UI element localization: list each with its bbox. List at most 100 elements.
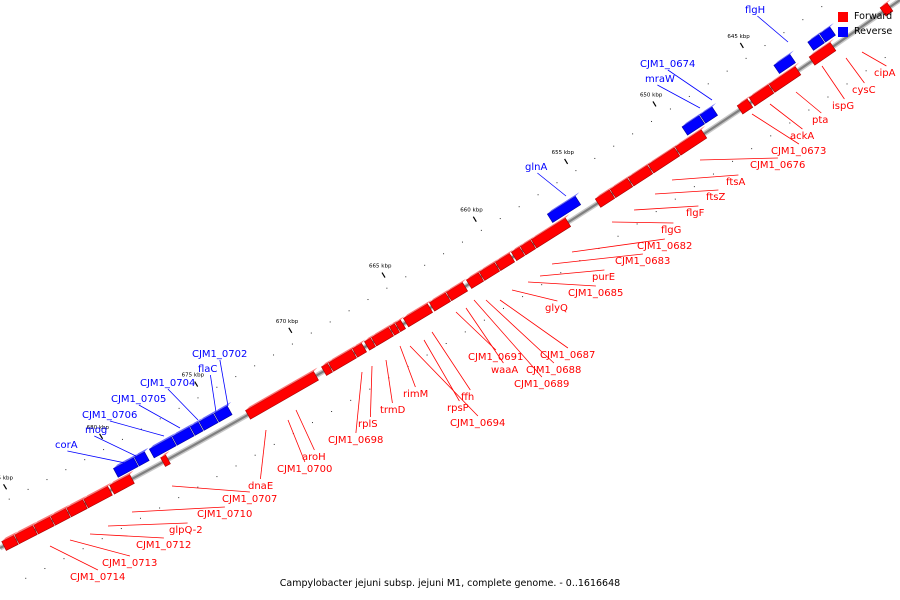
gene-leader-line bbox=[167, 388, 199, 421]
gene-block-top bbox=[50, 504, 70, 517]
gene-leader-line bbox=[551, 253, 643, 265]
gene-block-top bbox=[819, 22, 834, 34]
minor-tick bbox=[560, 272, 562, 274]
gene-leader-line bbox=[499, 299, 569, 349]
gene-block-top bbox=[648, 143, 679, 165]
minor-tick bbox=[350, 399, 352, 401]
minor-tick bbox=[216, 476, 218, 478]
minor-tick bbox=[235, 376, 237, 378]
gene-leader-line bbox=[69, 539, 131, 557]
kbp-major-tick bbox=[3, 484, 8, 490]
minor-tick bbox=[764, 45, 766, 47]
forward-gene-label: ackA bbox=[790, 131, 814, 142]
gene-leader-line bbox=[49, 545, 99, 571]
gene-leader-line bbox=[527, 281, 596, 287]
minor-tick bbox=[65, 469, 67, 471]
gene-block-top bbox=[403, 299, 432, 319]
minor-tick bbox=[216, 386, 218, 388]
minor-tick bbox=[8, 498, 10, 500]
forward-gene-label: CJM1_0685 bbox=[568, 288, 623, 299]
minor-tick bbox=[235, 465, 237, 467]
minor-tick bbox=[541, 284, 543, 286]
minor-tick bbox=[693, 186, 695, 188]
minor-tick bbox=[669, 108, 671, 110]
forward-gene-label: CJM1_0712 bbox=[136, 540, 191, 551]
minor-tick bbox=[502, 307, 504, 309]
minor-tick bbox=[331, 411, 333, 413]
minor-tick bbox=[254, 454, 256, 456]
gene-block-top bbox=[364, 334, 375, 342]
minor-tick bbox=[140, 428, 142, 430]
kbp-major-tick bbox=[381, 272, 386, 278]
gene-block-top bbox=[83, 482, 112, 500]
minor-tick bbox=[632, 133, 634, 135]
gene-block-top bbox=[807, 30, 823, 43]
forward-gene-label: CJM1_0683 bbox=[615, 256, 670, 267]
gene-block-top bbox=[773, 50, 794, 66]
minor-tick bbox=[712, 173, 714, 175]
gene-leader-line bbox=[657, 84, 701, 109]
legend-reverse: Reverse bbox=[838, 24, 892, 39]
minor-tick bbox=[674, 198, 676, 200]
gene-leader-line bbox=[751, 113, 800, 145]
minor-tick bbox=[821, 6, 823, 8]
gene-leader-line bbox=[654, 189, 719, 195]
reverse-gene-label: CJM1_0705 bbox=[111, 394, 166, 405]
minor-tick bbox=[197, 397, 199, 399]
minor-tick bbox=[291, 343, 293, 345]
kbp-label: 680 kbp bbox=[87, 425, 110, 431]
kbp-major-tick bbox=[652, 101, 657, 107]
gene-block-top bbox=[769, 62, 800, 85]
minor-tick bbox=[461, 241, 463, 243]
minor-tick bbox=[556, 182, 558, 184]
minor-tick bbox=[120, 528, 122, 530]
kbp-major-tick bbox=[739, 42, 744, 49]
reverse-gene-label: flaC bbox=[198, 364, 217, 375]
forward-gene-label: CJM1_0688 bbox=[526, 365, 581, 376]
gene-block-top bbox=[66, 495, 87, 509]
gene-block-top bbox=[134, 447, 149, 458]
kbp-major-tick bbox=[194, 381, 199, 387]
minor-tick bbox=[273, 443, 275, 445]
minor-tick bbox=[443, 253, 445, 255]
gene-block-top bbox=[160, 451, 170, 458]
minor-tick bbox=[178, 497, 180, 499]
gene-block-top bbox=[628, 161, 652, 178]
minor-tick bbox=[310, 332, 312, 334]
gene-block-top bbox=[199, 409, 218, 422]
gene-leader-line bbox=[485, 299, 555, 364]
forward-gene-label: trmD bbox=[380, 405, 406, 416]
minor-tick bbox=[827, 96, 829, 98]
minor-tick bbox=[575, 170, 577, 172]
forward-gene-label: ffh bbox=[461, 392, 474, 403]
gene-block-top bbox=[547, 192, 580, 215]
forward-gene-label: rimM bbox=[403, 389, 428, 400]
gene-leader-line bbox=[431, 331, 471, 391]
gene-block-top bbox=[371, 323, 393, 338]
gene-leader-line bbox=[409, 345, 479, 417]
minor-tick bbox=[405, 276, 407, 278]
minor-tick bbox=[651, 120, 653, 122]
minor-tick bbox=[159, 507, 161, 509]
gene-leader-line bbox=[89, 533, 164, 539]
gene-leader-line bbox=[571, 238, 665, 253]
minor-tick bbox=[688, 95, 690, 97]
reverse-gene-label: CJM1_0706 bbox=[82, 410, 137, 421]
kbp-major-tick bbox=[99, 433, 104, 440]
gene-leader-line bbox=[295, 409, 315, 451]
kbp-major-tick bbox=[564, 158, 569, 165]
minor-tick bbox=[367, 299, 369, 301]
forward-gene-label: CJM1_0673 bbox=[771, 146, 826, 157]
forward-gene-label: glyQ bbox=[545, 303, 568, 314]
forward-gene-block bbox=[748, 84, 775, 107]
gene-leader-line bbox=[399, 345, 416, 388]
minor-tick bbox=[273, 354, 275, 356]
kbp-label: 665 kbp bbox=[369, 264, 392, 270]
gene-leader-line bbox=[385, 359, 393, 404]
minor-tick bbox=[783, 32, 785, 34]
kbp-major-tick bbox=[472, 216, 477, 222]
minor-tick bbox=[178, 407, 180, 409]
minor-tick bbox=[846, 83, 848, 85]
forward-gene-label: purE bbox=[592, 272, 615, 283]
forward-gene-block bbox=[530, 217, 572, 249]
